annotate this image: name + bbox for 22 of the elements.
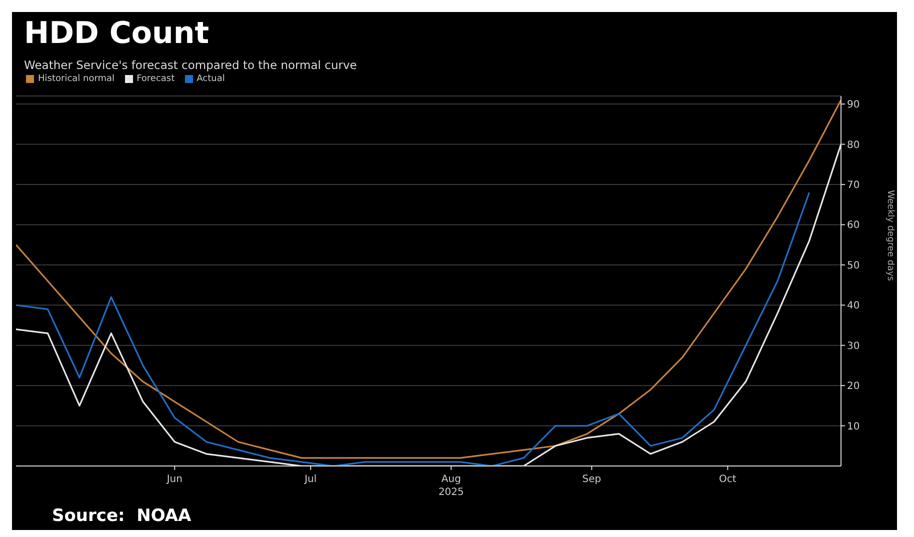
y-axis-title: Weekly degree days bbox=[884, 190, 895, 282]
x-tick-label: Oct bbox=[719, 474, 736, 485]
y-tick-label: 20 bbox=[847, 381, 860, 392]
x-tick-label: Jun bbox=[166, 474, 182, 485]
y-tick-label: 50 bbox=[847, 260, 860, 272]
legend-label: Historical normal bbox=[38, 74, 115, 84]
y-tick-label: 30 bbox=[847, 340, 860, 352]
legend-label: Actual bbox=[196, 74, 225, 84]
line-series bbox=[16, 192, 810, 466]
x-tick-label: Sep bbox=[582, 474, 602, 485]
x-tick-label: Jul bbox=[304, 474, 317, 485]
chart-subtitle: Weather Service's forecast compared to the normal curve bbox=[24, 58, 357, 72]
y-tick-label: 60 bbox=[847, 220, 860, 232]
y-tick-label: 70 bbox=[847, 180, 860, 192]
chart-title: HDD Count bbox=[24, 16, 210, 51]
x-tick-label: Aug 2025 bbox=[438, 474, 464, 498]
source-note: Source: NOAA bbox=[52, 506, 192, 526]
y-tick-label: 10 bbox=[847, 421, 860, 432]
y-tick-label: 40 bbox=[847, 300, 860, 312]
y-tick-label: 90 bbox=[847, 100, 860, 111]
legend-label: Forecast bbox=[136, 74, 175, 84]
y-tick-label: 80 bbox=[847, 140, 860, 151]
